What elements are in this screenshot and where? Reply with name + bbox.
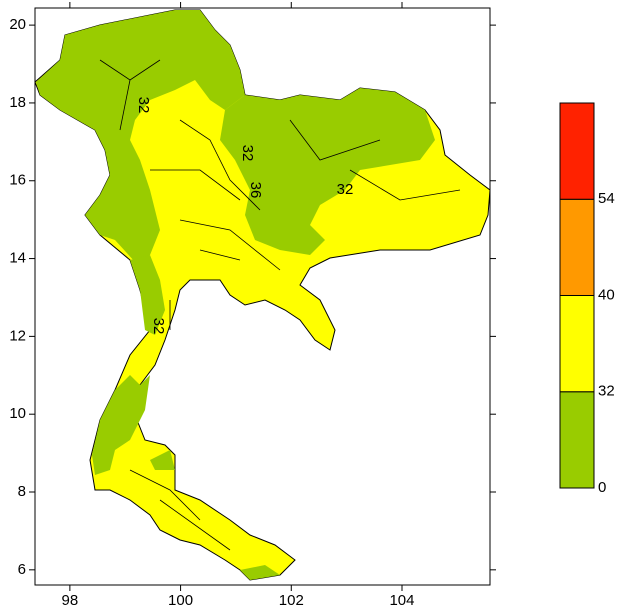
contour-label: 32 (239, 145, 256, 162)
y-tick-label: 8 (18, 483, 26, 500)
land-green-east (220, 88, 435, 255)
y-tick-label: 6 (18, 561, 26, 578)
x-tick-label: 98 (62, 592, 79, 609)
x-tick-label: 100 (168, 592, 193, 609)
x-tick-label: 102 (279, 592, 304, 609)
colorbar-label: 32 (598, 383, 615, 400)
contour-label: 32 (135, 97, 152, 114)
colorbar-box (559, 198, 595, 296)
contour-label: 36 (247, 182, 264, 199)
x-tick-label: 104 (389, 592, 414, 609)
y-tick-label: 14 (9, 250, 26, 267)
colorbar-box (559, 391, 595, 489)
land-green-north (36, 10, 245, 262)
y-tick-label: 10 (9, 405, 26, 422)
colorbar-label: 0 (598, 479, 606, 496)
y-tick-label: 12 (9, 327, 26, 344)
y-tick-label: 18 (9, 94, 26, 111)
land-green-west (130, 255, 165, 335)
contour-label: 32 (150, 318, 167, 335)
y-tick-label: 20 (9, 16, 26, 33)
land (34, 9, 491, 581)
province-borders (99, 59, 461, 551)
colorbar-box (559, 102, 595, 200)
axes: 98 100 102 104 6 8 10 12 14 16 18 20 (9, 2, 496, 609)
contour-labels: 32 32 36 32 32 (135, 97, 353, 335)
colorbar: 0 32 40 54 (559, 102, 615, 496)
colorbar-box (559, 295, 595, 393)
y-tick-label: 16 (9, 172, 26, 189)
colorbar-label: 54 (598, 190, 615, 207)
plot-frame (34, 7, 491, 586)
colorbar-label: 40 (598, 286, 615, 303)
contour-label: 32 (337, 181, 354, 198)
